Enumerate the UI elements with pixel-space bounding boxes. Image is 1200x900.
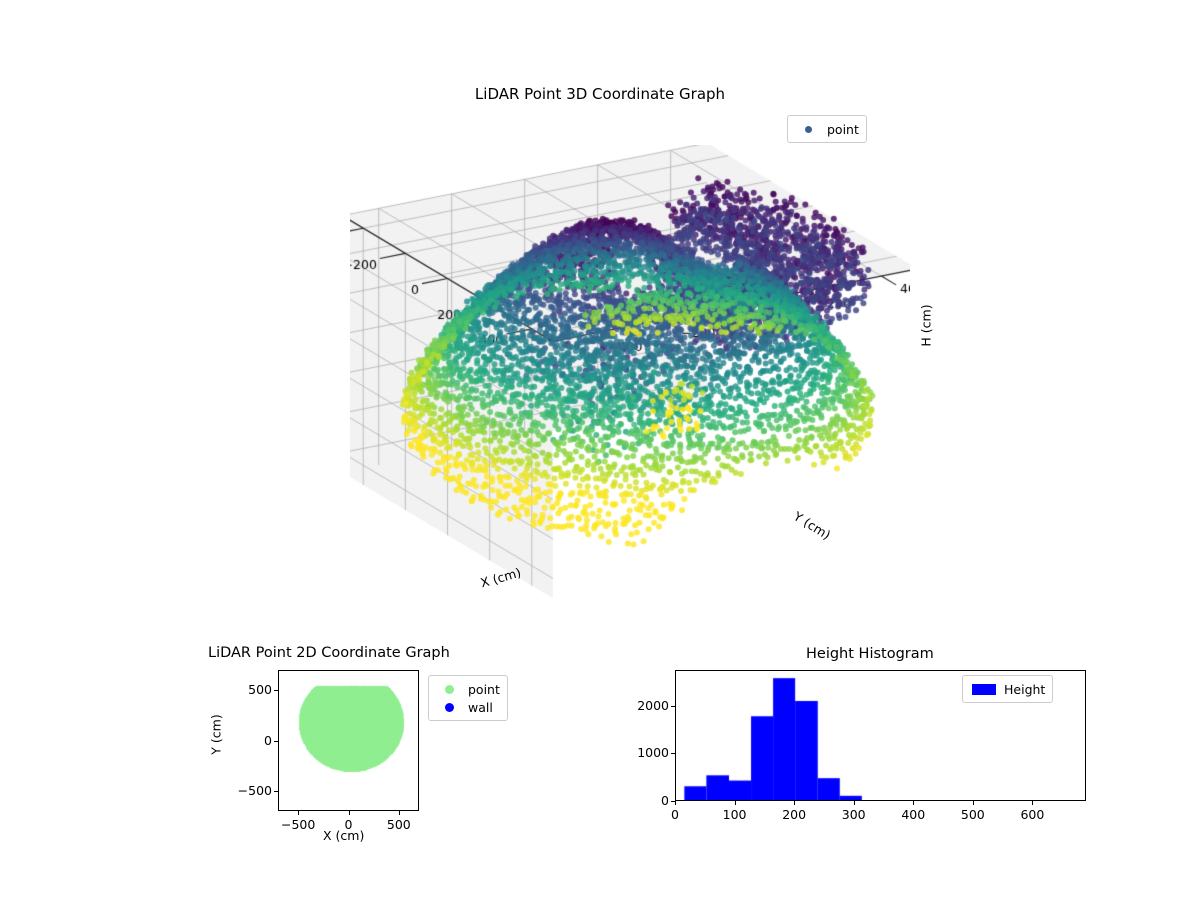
plot3d-title: LiDAR Point 3D Coordinate Graph — [474, 85, 726, 103]
plot3d-canvas — [350, 145, 910, 625]
plot2d-scatter-canvas — [279, 671, 418, 810]
point-marker-icon — [795, 125, 821, 133]
plot3d-legend[interactable]: point — [787, 115, 867, 143]
plot2d-axes — [278, 670, 419, 811]
legend-label: Height — [1004, 681, 1046, 697]
plot2d-legend[interactable]: point wall — [428, 675, 508, 721]
height-swatch-icon — [970, 683, 998, 695]
plot2d-title: LiDAR Point 2D Coordinate Graph — [208, 645, 450, 661]
plot2d-xaxis-label: X (cm) — [323, 828, 365, 843]
point-marker-icon — [436, 684, 462, 694]
legend-item-point[interactable]: point — [436, 680, 500, 698]
histogram-legend[interactable]: Height — [962, 675, 1054, 703]
legend-item-point[interactable]: point — [795, 120, 859, 138]
legend-item-wall[interactable]: wall — [436, 698, 500, 716]
legend-label: wall — [468, 699, 493, 715]
wall-marker-icon — [436, 702, 462, 712]
legend-item-height[interactable]: Height — [970, 680, 1045, 698]
legend-label: point — [468, 681, 500, 697]
legend-label: point — [827, 121, 859, 137]
plot3d-zaxis-label: H (cm) — [918, 304, 934, 347]
plot2d-yaxis-label: Y (cm) — [208, 714, 224, 755]
